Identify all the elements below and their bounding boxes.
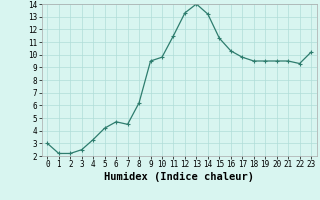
X-axis label: Humidex (Indice chaleur): Humidex (Indice chaleur)	[104, 172, 254, 182]
